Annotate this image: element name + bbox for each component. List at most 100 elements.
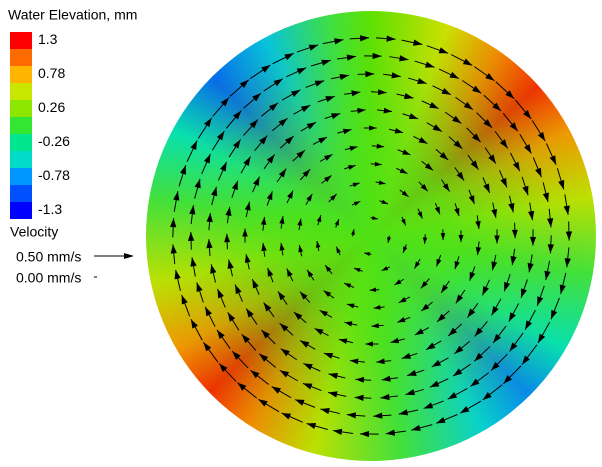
velocity-arrow-head <box>509 342 518 352</box>
velocity-arrow-head <box>351 229 355 235</box>
velocity-arrow-head <box>381 199 388 204</box>
velocity-arrow-head <box>334 38 344 45</box>
velocity-arrow-head <box>462 58 473 66</box>
color-swatch <box>10 32 32 49</box>
velocity-arrow-head <box>436 258 442 267</box>
velocity-arrow-head <box>204 117 212 128</box>
velocity-arrow-head <box>474 352 484 362</box>
velocity-arrow-head <box>468 195 475 205</box>
velocity-arrow-head <box>325 265 332 273</box>
velocity-arrow-head <box>225 206 232 216</box>
velocity-arrow-head <box>491 361 500 371</box>
velocity-arrow-head <box>472 133 481 143</box>
velocity-arrow-head <box>306 122 316 130</box>
velocity-arrow-head <box>469 271 476 281</box>
velocity-arrow-head <box>376 143 385 149</box>
velocity-arrow-head <box>482 391 492 400</box>
velocity-arrow-head <box>348 165 356 170</box>
velocity-arrow-head <box>252 93 261 102</box>
color-swatch <box>10 117 32 134</box>
velocity-arrow-head <box>331 113 341 120</box>
velocity-arrow-head <box>279 216 285 224</box>
color-swatch <box>10 49 32 66</box>
velocity-arrow-head <box>170 218 177 228</box>
velocity-arrow-head <box>281 413 292 420</box>
velocity-arrow-head <box>351 90 361 97</box>
velocity-arrow-head <box>374 161 382 167</box>
velocity-arrow-head <box>297 218 303 226</box>
velocity-arrow-head <box>391 72 401 79</box>
colorbar-label: 0.26 <box>38 99 65 115</box>
velocity-arrow-head <box>372 216 378 220</box>
velocity-arrow-head <box>298 244 304 253</box>
velocity-arrow-head <box>418 137 428 144</box>
velocity-arrow-head <box>318 137 328 144</box>
velocity-arrow-head <box>412 39 423 46</box>
velocity-arrow-head <box>522 185 529 196</box>
velocity-arrow-head <box>299 291 308 300</box>
velocity-arrow-head <box>325 96 335 103</box>
velocity-arrow-head <box>170 244 177 254</box>
velocity-arrow-head <box>474 327 483 337</box>
velocity-arrow-head <box>437 313 446 322</box>
velocity-arrow-head <box>303 363 313 371</box>
velocity-arrow-head <box>365 71 375 78</box>
velocity-arrow-head <box>259 135 268 145</box>
colorbar-label: 0.78 <box>38 65 65 81</box>
velocity-arrow-head <box>542 192 549 203</box>
velocity-arrow-head <box>403 92 414 100</box>
velocity-arrow-head <box>397 316 406 323</box>
velocity-arrow-head <box>494 235 500 244</box>
velocity-arrow-head <box>233 110 242 120</box>
velocity-arrow-head <box>380 393 390 401</box>
velocity-arrow-head <box>246 308 254 318</box>
velocity-arrow-head <box>510 256 517 266</box>
velocity-arrow-head <box>508 312 516 322</box>
velocity-arrow-head <box>522 355 530 365</box>
velocity-arrow-head <box>284 53 294 61</box>
velocity-arrow-head <box>324 175 332 183</box>
velocity-arrow-head <box>454 345 464 354</box>
velocity-arrow-head <box>261 329 270 339</box>
velocity-arrow-head <box>453 140 463 149</box>
velocity-arrow-head <box>525 320 533 330</box>
color-swatch <box>10 83 32 100</box>
velocity-arrow-head <box>252 279 259 289</box>
velocity-arrow-head <box>203 342 212 352</box>
velocity-arrow-head <box>280 348 290 357</box>
velocity-arrow-head <box>432 124 442 132</box>
velocity-arrow-head <box>383 107 393 114</box>
velocity-arrow-head <box>357 107 366 114</box>
velocity-arrow-head <box>508 203 515 213</box>
velocity-arrow-head <box>441 87 451 95</box>
velocity-arrow-head <box>512 161 520 172</box>
velocity-arrow-head <box>174 269 181 280</box>
color-swatch <box>10 66 32 83</box>
velocity-arrow-head <box>424 61 435 68</box>
velocity-arrow-head <box>320 407 330 415</box>
velocity-arrow-head <box>394 128 404 134</box>
velocity-arrow-head <box>242 228 248 237</box>
velocity-arrow-head <box>344 321 353 327</box>
velocity-arrow-head <box>520 288 527 298</box>
velocity-arrow-head <box>399 55 409 62</box>
velocity-arrow-head <box>206 239 213 249</box>
velocity-arrow-head <box>227 312 236 322</box>
velocity-arrow-head <box>269 102 279 111</box>
velocity-arrow-head <box>399 168 408 174</box>
legend-title: Water Elevation, mm <box>8 7 137 23</box>
velocity-arrow-head <box>372 52 382 60</box>
velocity-arrow-head <box>334 219 339 226</box>
velocity-arrow-head <box>491 306 499 316</box>
velocity-arrow-head <box>456 171 465 181</box>
velocity-arrow-head <box>403 246 408 253</box>
velocity-arrow-head <box>365 341 373 347</box>
velocity-arrow-head <box>231 180 238 191</box>
velocity-arrow-head <box>278 118 288 127</box>
velocity-arrow-head <box>439 151 449 160</box>
color-swatch <box>10 151 32 168</box>
velocity-arrow-head <box>381 375 391 382</box>
velocity-arrow-head <box>559 284 566 294</box>
